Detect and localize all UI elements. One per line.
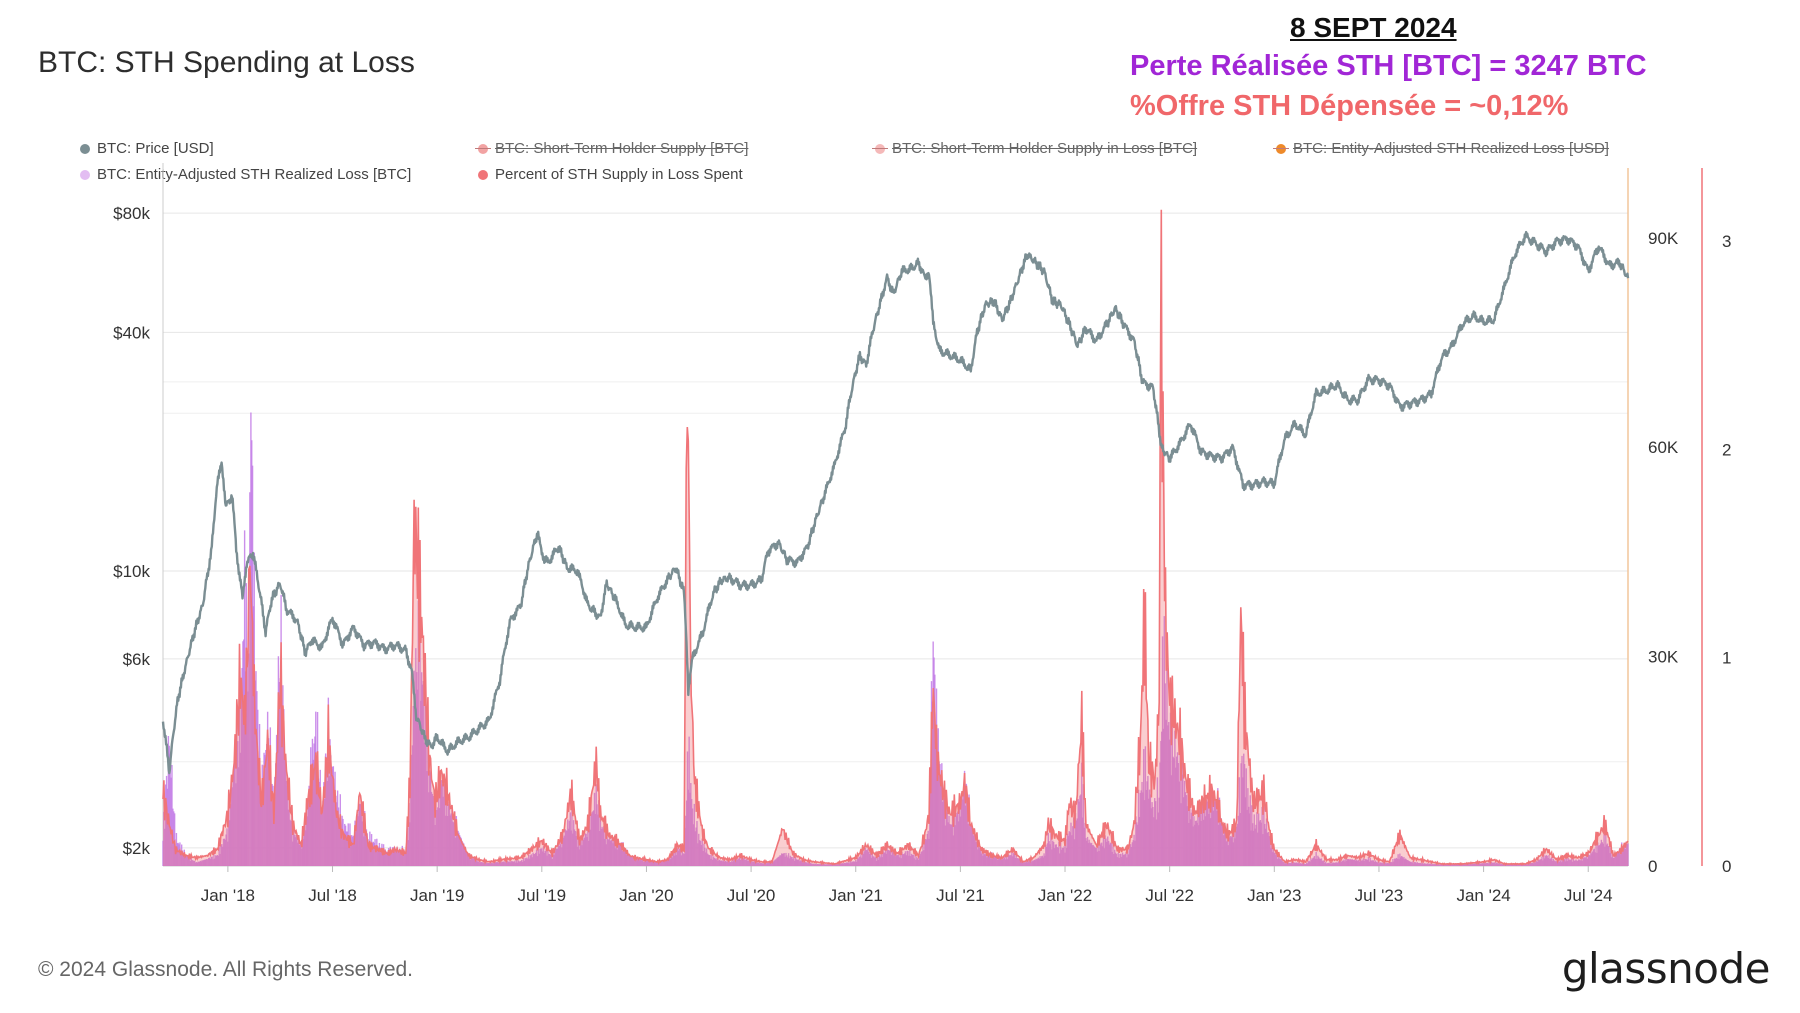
y-mid-tick-label: 60K <box>1648 438 1679 457</box>
legend-label-realized-loss-usd: BTC: Entity-Adjusted STH Realized Loss [… <box>1293 140 1609 157</box>
y-right-tick-label: 2 <box>1722 440 1731 459</box>
legend-label-pct-spent: Percent of STH Supply in Loss Spent <box>495 166 743 183</box>
legend-dot-sth-supply <box>475 143 491 154</box>
x-tick-label: Jul '18 <box>308 886 357 905</box>
legend-label-realized-loss-btc: BTC: Entity-Adjusted STH Realized Loss [… <box>97 166 412 183</box>
legend-dot-realized-loss-btc <box>80 169 90 180</box>
x-tick-label: Jan '22 <box>1038 886 1092 905</box>
x-tick-label: Jul '22 <box>1145 886 1194 905</box>
chart-legend: BTC: Price [USD] BTC: Short-Term Holder … <box>80 140 1640 192</box>
x-tick-label: Jul '23 <box>1355 886 1404 905</box>
annotation-supply-spent: %Offre STH Dépensée = ~0,12% <box>1130 90 1569 122</box>
annotation-realized-loss: Perte Réalisée STH [BTC] = 3247 BTC <box>1130 50 1647 82</box>
x-tick-label: Jan '23 <box>1247 886 1301 905</box>
y-left-tick-label: $2k <box>123 839 151 858</box>
y-mid-tick-label: 90K <box>1648 229 1679 248</box>
y-left-tick-label: $80k <box>113 204 150 223</box>
x-tick-label: Jan '20 <box>619 886 673 905</box>
x-tick-label: Jan '21 <box>829 886 883 905</box>
legend-item-pct-spent[interactable]: Percent of STH Supply in Loss Spent <box>478 166 743 183</box>
series-realized-loss-btc <box>162 412 1629 866</box>
series-pct-spent-line <box>162 209 1629 866</box>
y-right-tick-label: 1 <box>1722 649 1731 668</box>
x-tick-label: Jan '18 <box>201 886 255 905</box>
y-left-tick-label: $6k <box>123 650 151 669</box>
brand-logo: glassnode <box>1561 944 1771 993</box>
series-price-line <box>161 230 1630 775</box>
y-left-tick-label: $40k <box>113 323 150 342</box>
series-pct-spent-area <box>163 209 1628 867</box>
y-right-tick-label: 3 <box>1722 232 1731 251</box>
legend-dot-realized-loss-usd <box>1273 143 1289 154</box>
y-right-tick-label: 0 <box>1722 857 1731 876</box>
legend-item-realized-loss-btc[interactable]: BTC: Entity-Adjusted STH Realized Loss [… <box>80 166 411 183</box>
x-tick-label: Jul '24 <box>1564 886 1613 905</box>
x-tick-label: Jan '19 <box>410 886 464 905</box>
legend-item-price[interactable]: BTC: Price [USD] <box>80 140 214 157</box>
copyright: © 2024 Glassnode. All Rights Reserved. <box>38 958 414 981</box>
legend-label-price: BTC: Price [USD] <box>97 140 214 157</box>
x-tick-label: Jul '19 <box>518 886 567 905</box>
legend-label-sth-supply-loss: BTC: Short-Term Holder Supply in Loss [B… <box>892 140 1198 157</box>
chart-title: BTC: STH Spending at Loss <box>38 46 415 79</box>
y-mid-tick-label: 30K <box>1648 648 1679 667</box>
legend-label-sth-supply: BTC: Short-Term Holder Supply [BTC] <box>495 140 749 157</box>
legend-dot-price <box>80 143 90 154</box>
y-left-tick-label: $10k <box>113 562 150 581</box>
x-tick-label: Jul '20 <box>727 886 776 905</box>
legend-item-sth-supply[interactable]: BTC: Short-Term Holder Supply [BTC] <box>475 140 749 157</box>
y-mid-tick-label: 0 <box>1648 857 1657 876</box>
legend-item-realized-loss-usd[interactable]: BTC: Entity-Adjusted STH Realized Loss [… <box>1273 140 1609 157</box>
legend-dot-sth-supply-loss <box>872 143 888 154</box>
x-tick-label: Jan '24 <box>1456 886 1510 905</box>
legend-item-sth-supply-loss[interactable]: BTC: Short-Term Holder Supply in Loss [B… <box>872 140 1198 157</box>
x-tick-label: Jul '21 <box>936 886 985 905</box>
annotation-date: 8 SEPT 2024 <box>1290 12 1457 43</box>
legend-dot-pct-spent <box>478 169 488 180</box>
